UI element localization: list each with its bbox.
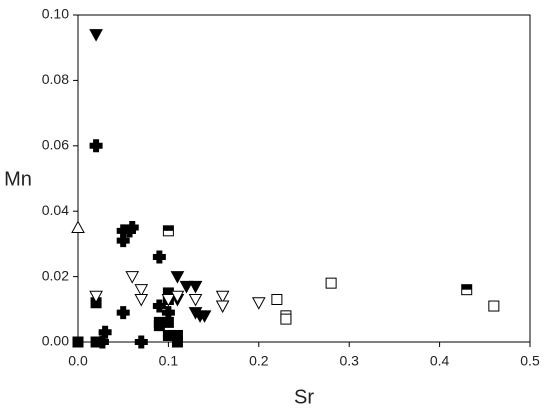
point xyxy=(162,316,174,328)
point xyxy=(125,271,140,284)
x-tick-label: 0.3 xyxy=(339,353,359,369)
point xyxy=(215,300,230,314)
x-tick-label: 0.5 xyxy=(520,353,540,369)
point xyxy=(116,234,130,248)
point xyxy=(188,293,203,307)
x-tick-label: 0.0 xyxy=(68,353,88,369)
point xyxy=(188,280,203,294)
point xyxy=(280,313,292,325)
point xyxy=(72,336,84,348)
point xyxy=(134,335,148,349)
point xyxy=(461,284,473,296)
x-tick-label: 0.4 xyxy=(430,353,450,369)
point xyxy=(161,293,176,307)
x-axis-title: Sr xyxy=(294,386,314,408)
point xyxy=(251,297,266,310)
point xyxy=(193,310,207,323)
plot-frame xyxy=(77,14,531,343)
point xyxy=(325,277,337,289)
point xyxy=(152,299,166,313)
y-tick-label: 0.08 xyxy=(42,71,69,87)
point xyxy=(98,325,112,339)
x-tick-label: 0.1 xyxy=(159,353,179,369)
point xyxy=(90,336,102,348)
y-tick-label: 0.04 xyxy=(42,202,69,218)
point xyxy=(89,139,103,153)
point xyxy=(71,220,85,234)
y-tick-label: 0.10 xyxy=(42,6,69,22)
point xyxy=(123,224,137,238)
point xyxy=(215,290,230,304)
y-tick-label: 0.00 xyxy=(42,333,69,349)
point xyxy=(162,225,174,237)
point xyxy=(152,250,166,264)
point xyxy=(170,271,185,284)
point xyxy=(89,290,103,304)
y-tick-label: 0.02 xyxy=(42,267,69,283)
point xyxy=(488,300,500,312)
point xyxy=(134,293,149,307)
y-axis-title: Mn xyxy=(4,168,32,190)
y-tick-label: 0.06 xyxy=(42,137,69,153)
point xyxy=(162,329,174,341)
point xyxy=(179,280,194,294)
point xyxy=(116,306,130,320)
point xyxy=(271,293,283,305)
point xyxy=(89,29,103,42)
point xyxy=(171,329,183,341)
x-tick-label: 0.2 xyxy=(249,353,269,369)
point xyxy=(134,284,149,297)
point xyxy=(153,320,165,332)
point xyxy=(170,290,185,304)
